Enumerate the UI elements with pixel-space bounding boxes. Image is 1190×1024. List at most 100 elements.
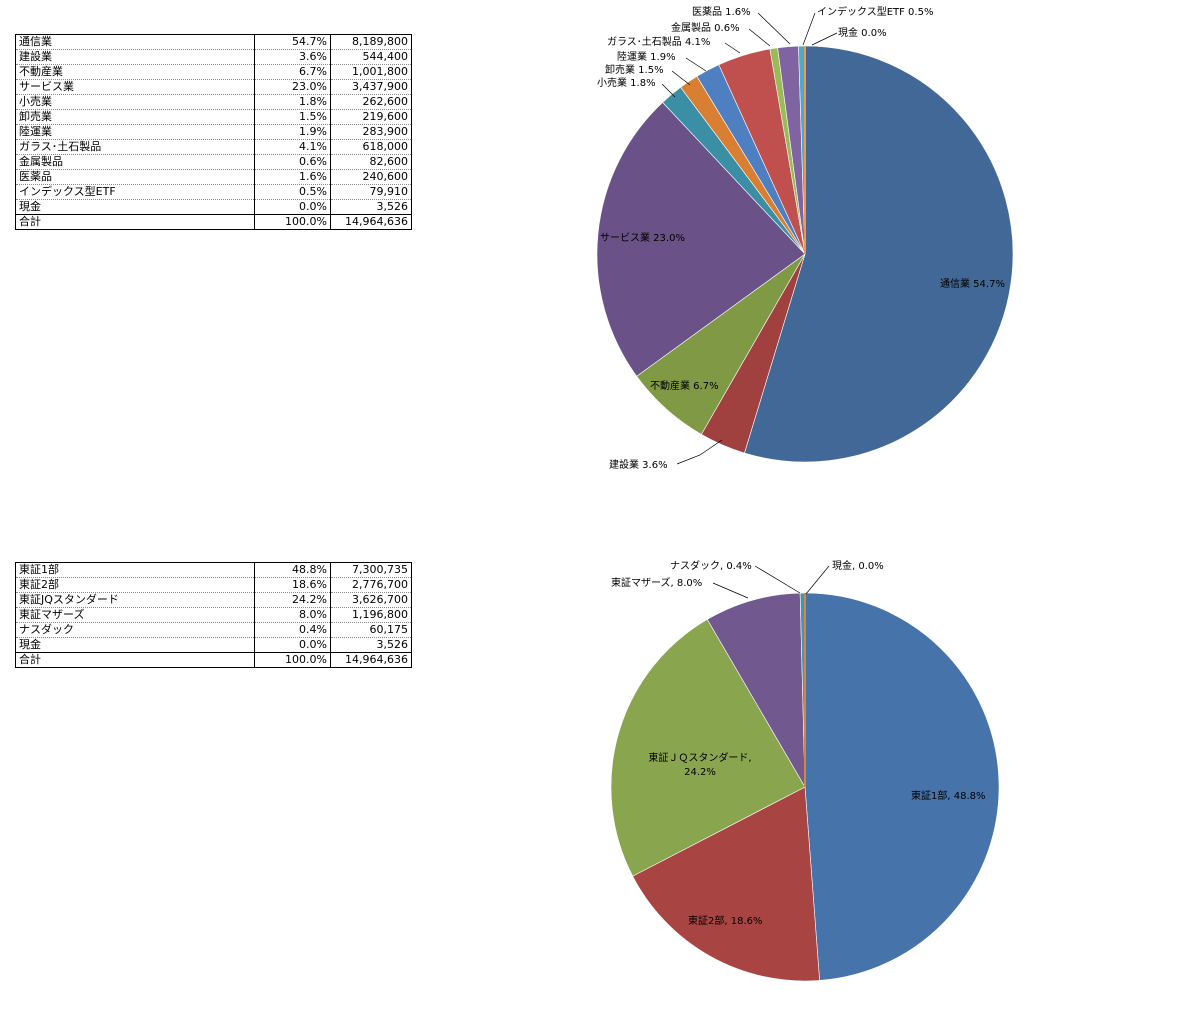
leader-line [811, 32, 838, 46]
leader-line [805, 565, 830, 595]
row-percent: 3.6% [254, 49, 331, 65]
table-row: 東証JQスタンダード 24.2% 3,626,700 [15, 592, 412, 608]
row-percent: 0.6% [254, 154, 331, 170]
table-row: ナスダック 0.4% 60,175 [15, 622, 412, 638]
row-percent: 0.5% [254, 184, 331, 200]
slice-label: 卸売業 1.5% [605, 63, 664, 76]
row-amount: 283,900 [330, 124, 412, 140]
row-name: ナスダック [15, 622, 255, 638]
leader-line [754, 565, 801, 594]
slice-label: 不動産業 6.7% [650, 379, 719, 392]
table-row: 陸運業 1.9% 283,900 [15, 124, 412, 140]
total-amount: 14,964,636 [330, 214, 412, 230]
pie-slice [706, 592, 806, 788]
pie-slice [804, 592, 1000, 981]
row-percent: 1.5% [254, 109, 331, 125]
row-amount: 3,437,900 [330, 79, 412, 95]
total-row: 合計 100.0% 14,964,636 [15, 652, 412, 668]
row-name: ガラス･土石製品 [15, 139, 255, 155]
table-row: 通信業 54.7% 8,189,800 [15, 34, 412, 50]
row-name: 東証JQスタンダード [15, 592, 255, 608]
leader-line [676, 439, 723, 465]
row-percent: 6.7% [254, 64, 331, 80]
slice-label: 金属製品 0.6% [671, 21, 740, 34]
table-row: 卸売業 1.5% 219,600 [15, 109, 412, 125]
pie-slice [596, 101, 806, 377]
table-row: ガラス･土石製品 4.1% 618,000 [15, 139, 412, 155]
slice-label: ガラス･土石製品 4.1% [607, 35, 710, 48]
row-name: 東証マザーズ [15, 607, 255, 623]
row-name: 小売業 [15, 94, 255, 110]
row-name: 金属製品 [15, 154, 255, 170]
slice-label: 東証マザーズ, 8.0% [611, 576, 702, 589]
row-amount: 219,600 [330, 109, 412, 125]
row-amount: 8,189,800 [330, 34, 412, 50]
table-row: 東証マザーズ 8.0% 1,196,800 [15, 607, 412, 623]
total-name: 合計 [15, 214, 255, 230]
slice-label: インデックス型ETF 0.5% [817, 5, 933, 18]
slice-label: 陸運業 1.9% [617, 50, 676, 63]
slice-label: 東証1部, 48.8% [911, 789, 986, 802]
total-percent: 100.0% [254, 652, 331, 668]
row-amount: 618,000 [330, 139, 412, 155]
table-row: 小売業 1.8% 262,600 [15, 94, 412, 110]
row-name: 東証1部 [15, 562, 255, 578]
slice-label: サービス業 23.0% [600, 231, 685, 244]
slice-label: 24.2% [684, 767, 716, 778]
row-amount: 60,175 [330, 622, 412, 638]
total-name: 合計 [15, 652, 255, 668]
row-name: 東証2部 [15, 577, 255, 593]
pie-slice [744, 45, 1014, 463]
leader-line [685, 57, 707, 72]
slice-label: 現金 0.0% [838, 26, 887, 39]
leader-line [661, 83, 676, 98]
leader-line [724, 42, 741, 54]
row-amount: 82,600 [330, 154, 412, 170]
row-percent: 18.6% [254, 577, 331, 593]
leader-line [748, 28, 771, 47]
leader-line [802, 12, 816, 46]
slice-label: ナスダック, 0.4% [670, 559, 752, 572]
slice-label: 東証ＪＱスタンダード, [648, 751, 751, 764]
row-name: 医薬品 [15, 169, 255, 185]
row-name: 通信業 [15, 34, 255, 50]
table-row: 東証1部 48.8% 7,300,735 [15, 562, 412, 578]
slice-label: 建設業 3.6% [609, 458, 668, 471]
row-amount: 2,776,700 [330, 577, 412, 593]
leader-line [757, 12, 791, 45]
slice-label: 医薬品 1.6% [692, 6, 751, 18]
row-amount: 3,626,700 [330, 592, 412, 608]
row-name: 建設業 [15, 49, 255, 65]
slice-label: 小売業 1.8% [597, 76, 656, 89]
row-amount: 262,600 [330, 94, 412, 110]
row-name: サービス業 [15, 79, 255, 95]
row-amount: 79,910 [330, 184, 412, 200]
row-percent: 0.4% [254, 622, 331, 638]
leader-line [671, 70, 691, 86]
row-name: 卸売業 [15, 109, 255, 125]
sector-table: 通信業 54.7% 8,189,800 建設業 3.6% 544,400 不動産業 6.7% 1… [15, 34, 412, 230]
row-amount: 7,300,735 [330, 562, 412, 578]
table-row: 不動産業 6.7% 1,001,800 [15, 64, 412, 80]
market-table: 東証1部 48.8% 7,300,735 東証2部 18.6% 2,776,700 東証JQ… [15, 562, 412, 668]
leader-line [712, 582, 749, 599]
table-row: インデックス型ETF 0.5% 79,910 [15, 184, 412, 200]
row-name: 不動産業 [15, 64, 255, 80]
row-percent: 8.0% [254, 607, 331, 623]
row-name: インデックス型ETF [15, 184, 255, 200]
table-row: 医薬品 1.6% 240,600 [15, 169, 412, 185]
slice-label: 通信業 54.7% [940, 277, 1005, 290]
row-percent: 54.7% [254, 34, 331, 50]
table-row: 金属製品 0.6% 82,600 [15, 154, 412, 170]
slice-label: 現金, 0.0% [832, 559, 884, 572]
row-amount: 240,600 [330, 169, 412, 185]
row-percent: 1.9% [254, 124, 331, 140]
row-amount: 544,400 [330, 49, 412, 65]
total-row: 合計 100.0% 14,964,636 [15, 214, 412, 230]
row-amount: 1,001,800 [330, 64, 412, 80]
table-row: サービス業 23.0% 3,437,900 [15, 79, 412, 95]
row-percent: 24.2% [254, 592, 331, 608]
pie-slice [632, 786, 820, 982]
